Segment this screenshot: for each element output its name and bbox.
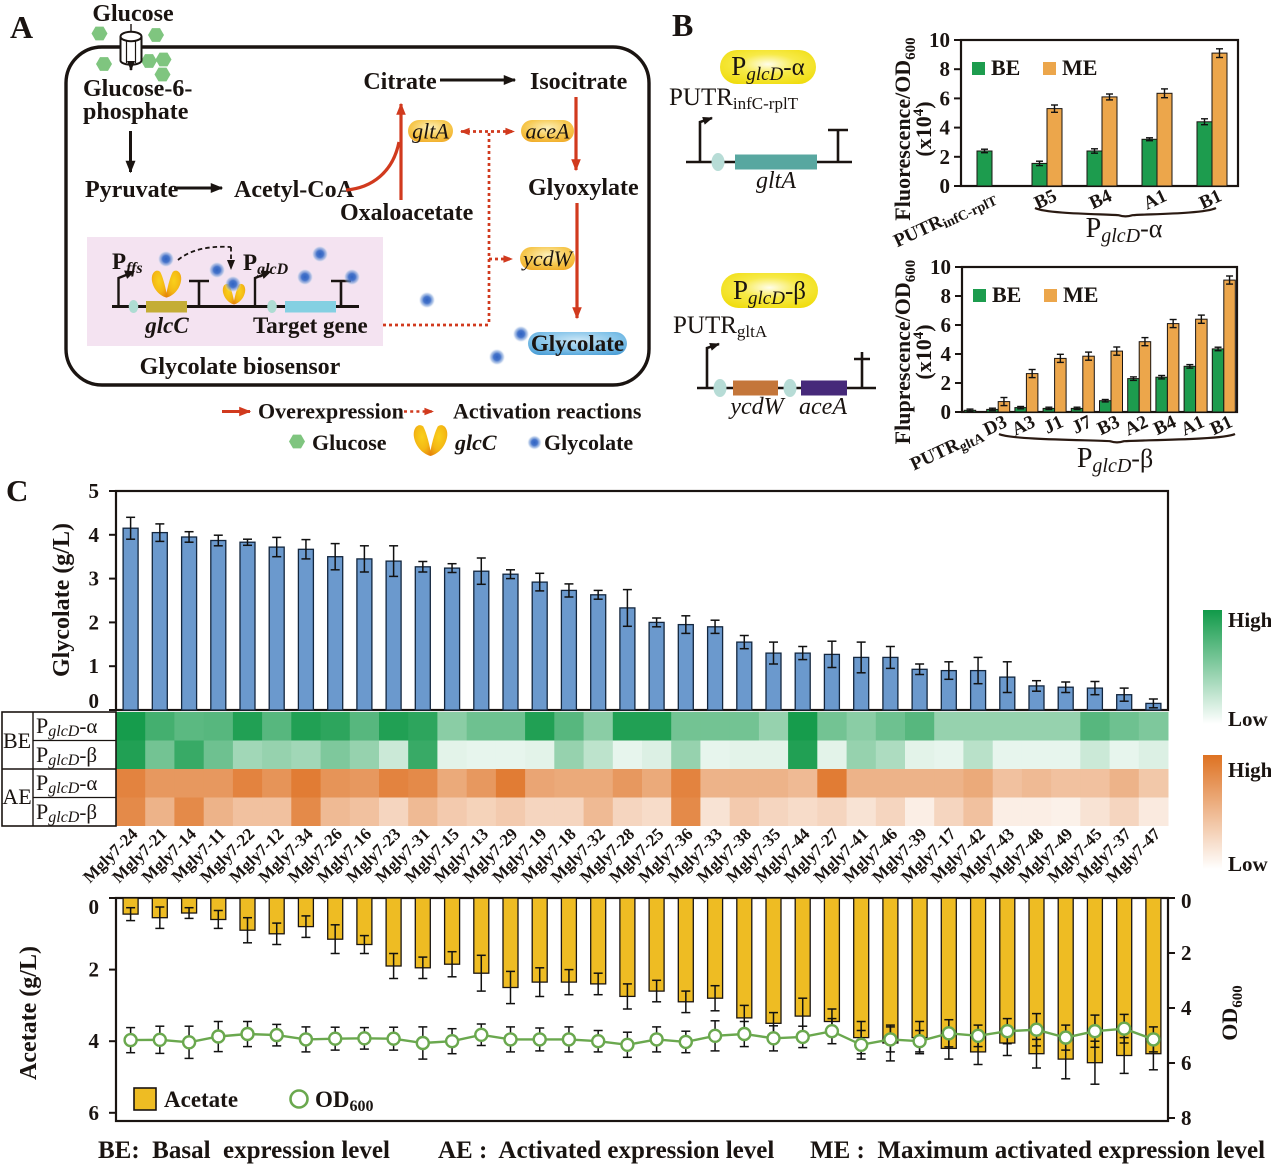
svg-text:A2: A2 [1121,411,1151,440]
svg-text:4: 4 [89,523,100,547]
svg-text:BE: BE [3,728,31,753]
svg-text:Glycolate: Glycolate [531,331,624,356]
svg-text:Acetate (g/L): Acetate (g/L) [16,946,42,1080]
svg-text:gltA: gltA [412,119,449,144]
svg-text:A: A [10,9,33,45]
svg-text:Low: Low [1228,707,1269,731]
svg-text:0: 0 [940,174,951,198]
svg-text:6: 6 [89,1101,100,1125]
svg-text:ME: ME [1063,282,1098,307]
svg-text:glcC: glcC [144,313,189,338]
svg-text:aceA: aceA [799,394,847,420]
svg-text:Isocitrate: Isocitrate [530,69,628,95]
svg-text:Glycolate (g/L): Glycolate (g/L) [49,523,75,677]
svg-text:Glyoxylate: Glyoxylate [528,175,639,201]
svg-text:A1: A1 [1178,411,1208,440]
svg-text:PglcD-α: PglcD-α [1086,213,1163,247]
svg-text:aceA: aceA [526,119,571,144]
svg-text:Glucose-6-: Glucose-6- [83,76,192,102]
svg-text:Glucose: Glucose [312,430,387,455]
svg-text:2: 2 [89,610,100,634]
svg-text:2: 2 [1181,941,1192,965]
svg-text:PglcD-β: PglcD-β [36,799,97,826]
svg-text:4: 4 [940,116,951,140]
svg-text:1: 1 [89,654,100,678]
svg-text:0: 0 [941,400,952,424]
svg-text:Overexpression: Overexpression [258,399,404,424]
svg-text:(x104): (x104) [911,324,936,379]
svg-text:BE: BE [991,55,1020,80]
svg-text:Glucose: Glucose [92,1,174,27]
svg-text:BE: Basal expression level: BE: Basal expression level [98,1137,390,1164]
svg-text:Target gene: Target gene [253,313,368,338]
svg-text:8: 8 [940,57,951,81]
svg-text:(x104): (x104) [911,101,936,156]
svg-text:ME : Maximum activated expres: ME : Maximum activated expression level [810,1137,1265,1164]
svg-text:Fluprescence/OD600: Fluprescence/OD600 [890,260,919,445]
svg-text:0: 0 [1181,889,1192,913]
svg-text:B3: B3 [1094,411,1123,439]
svg-text:glcC: glcC [454,430,497,455]
svg-text:8: 8 [1181,1106,1192,1130]
svg-text:B4: B4 [1086,185,1115,214]
svg-text:A1: A1 [1140,185,1170,214]
svg-text:3: 3 [89,567,100,591]
svg-text:OD600: OD600 [1217,985,1246,1041]
svg-text:Glycolate: Glycolate [544,430,633,455]
svg-text:B4: B4 [1151,411,1180,440]
svg-text:10: 10 [930,255,951,279]
svg-text:PUTRgltA: PUTRgltA [907,423,988,477]
svg-text:OD600: OD600 [315,1087,374,1115]
svg-text:4: 4 [941,342,952,366]
svg-text:0: 0 [89,895,100,919]
svg-text:Low: Low [1228,852,1269,876]
svg-text:PUTRgltA: PUTRgltA [673,312,768,341]
svg-text:B: B [672,7,693,43]
svg-text:gltA: gltA [756,168,796,194]
svg-text:8: 8 [941,284,952,308]
svg-text:PglcD-α: PglcD-α [36,713,97,740]
svg-text:Glycolate biosensor: Glycolate biosensor [140,354,341,380]
svg-text:PglcD-β: PglcD-β [733,275,806,309]
svg-text:Acetyl-CoA: Acetyl-CoA [234,177,355,203]
svg-text:6: 6 [941,313,952,337]
svg-text:J1: J1 [1041,411,1067,438]
svg-text:High: High [1228,608,1271,632]
svg-text:AE : Activated expression lev: AE : Activated expression level [438,1137,774,1164]
svg-text:phosphate: phosphate [83,99,189,125]
svg-text:Activation reactions: Activation reactions [453,399,642,424]
svg-text:ycdW: ycdW [521,246,574,271]
svg-text:6: 6 [940,86,951,110]
svg-text:2: 2 [941,371,952,395]
svg-text:4: 4 [1181,996,1192,1020]
svg-text:High: High [1228,758,1271,782]
svg-text:ycdW: ycdW [728,394,785,420]
svg-text:2: 2 [89,958,100,982]
svg-text:BE: BE [992,282,1021,307]
svg-text:C: C [6,473,28,508]
svg-text:10: 10 [929,28,950,52]
svg-text:Fluorescence/OD600: Fluorescence/OD600 [890,37,919,220]
svg-text:AE: AE [2,784,31,809]
svg-text:Citrate: Citrate [363,69,437,95]
svg-text:6: 6 [1181,1051,1192,1075]
svg-text:0: 0 [89,689,100,713]
svg-text:5: 5 [89,479,100,503]
svg-text:PUTRinfC-rplT: PUTRinfC-rplT [669,84,799,113]
svg-text:ME: ME [1062,55,1097,80]
svg-text:PglcD-β: PglcD-β [36,742,97,769]
svg-text:PglcD-α: PglcD-α [36,770,97,797]
svg-text:Oxaloacetate: Oxaloacetate [340,200,474,226]
svg-text:Pyruvate: Pyruvate [85,177,179,203]
svg-text:2: 2 [940,145,951,169]
svg-text:J7: J7 [1069,411,1096,438]
svg-text:PglcD-β: PglcD-β [1077,443,1153,477]
svg-text:4: 4 [89,1029,100,1053]
svg-text:Acetate: Acetate [164,1087,238,1112]
